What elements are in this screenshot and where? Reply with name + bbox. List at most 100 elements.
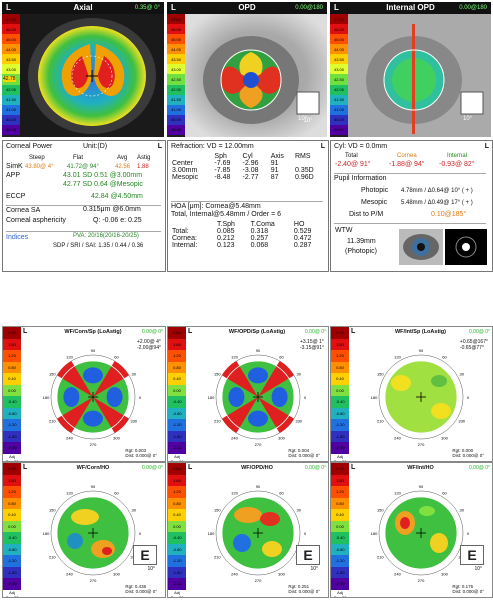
scale-step: 2.00: [168, 463, 186, 475]
scale-step: -1.60: [3, 430, 21, 443]
table-cell: -2.96: [242, 160, 259, 167]
wf-tick-label: 180: [371, 531, 378, 536]
opd-side: L: [171, 3, 176, 12]
wf-panel-0[interactable]: 2.00 1.60 1.20 0.80 0.40 0.00 -0.40 -0.80 -1.20-…: [2, 326, 166, 462]
scale-step: 0.40: [331, 373, 349, 385]
internal-opd-map-panel[interactable]: L Internal OPD 0.00@180 47.00 46.00 45.00 4…: [330, 2, 491, 137]
wf-tick-label: 120: [66, 490, 73, 495]
wf-disc-outline: [384, 496, 458, 570]
wf-tick-label: 60: [279, 354, 284, 359]
table-cell: Cornea:: [172, 235, 197, 242]
total-title: Total, Internal@5.48mm / Order = 6: [171, 211, 282, 218]
scale-step: 1.20: [3, 350, 21, 362]
scale-step: -0.80: [168, 543, 186, 556]
table-cell: Mesopic: [172, 174, 199, 181]
simk-label: SimK: [6, 163, 23, 170]
wf-tick-label: 210: [49, 419, 56, 424]
wf-lobe: [430, 533, 448, 553]
scale-step: 42.00: [330, 84, 348, 95]
scale-step: 41.00: [330, 104, 348, 115]
table-row: Center -7.69 -2.96 91: [170, 160, 325, 167]
table-cell: 0.318: [250, 228, 269, 235]
wf-lobe: [228, 387, 245, 407]
wf-rgt: Rgt: 0.004 Dist: 0.000@ 0°: [288, 448, 320, 458]
scale-step: 0.80: [168, 497, 186, 510]
scale-step: -1.20: [168, 419, 186, 431]
col-flat: Flat: [73, 155, 84, 161]
scale-step: -1.60: [168, 566, 186, 579]
table-header: Sph: [214, 153, 227, 160]
scale-step: 1.20: [331, 486, 349, 498]
table-header: RMS: [294, 153, 311, 160]
internal-corner: 0.00@180: [459, 5, 487, 11]
wf-lobe: [106, 387, 123, 407]
table-cell: 3.00mm: [172, 167, 198, 174]
wf-tick-label: 210: [377, 555, 384, 560]
table-row: Cornea: 0.212 0.257 0.472: [170, 235, 325, 242]
scale-step: 46.00: [330, 24, 348, 35]
wf-tick-label: 180: [208, 531, 215, 536]
cyl-panel: Cyl: VD = 0.0mm L Total Cornea Internal …: [330, 140, 493, 272]
axial-corner: 0.35@ 0°: [134, 5, 160, 11]
scale-step: 43.50: [330, 54, 348, 65]
scale-step: 47.00: [330, 14, 348, 25]
app-mesopic: 42.77 SD 0.64 @Mesopic: [63, 181, 143, 188]
scale-step: 1.20: [3, 486, 21, 498]
scale-step: 45.00: [167, 34, 185, 45]
opd-title-text: OPD: [238, 3, 256, 12]
col-steep: Steep: [29, 155, 45, 161]
table-header: [170, 221, 215, 228]
wf-panel-1[interactable]: 2.00 1.60 1.20 0.80 0.40 0.00 -0.40 -0.80 -1.20-…: [167, 326, 329, 462]
wf-tick-label: 30: [459, 508, 464, 513]
mesopic-value: 5.48mm / Δ0.49@ 17° ( + ): [401, 200, 473, 206]
scale-step: -1.20: [331, 419, 349, 431]
scale-step: 41.50: [2, 94, 20, 105]
wf-panel-5[interactable]: 2.00 1.60 1.20 0.80 0.40 0.00 -0.40 -0.80 -1.20-…: [330, 462, 493, 598]
scale-step: 43.00: [330, 64, 348, 75]
scale-step: -2.00: [168, 578, 186, 590]
scale-step: 39.00: [2, 124, 20, 135]
wf-lobe: [271, 387, 288, 407]
cyl-h-cornea: Cornea: [397, 153, 417, 159]
scale-step: 44.00: [330, 44, 348, 55]
wf-tick-label: 30: [296, 508, 301, 513]
scale-step: 41.50: [330, 94, 348, 105]
wf-tick-label: 180: [43, 531, 50, 536]
sdp-values: SDP / SRI / SAI: 1.35 / 0.44 / 0.36: [53, 243, 144, 249]
scale-step: 0.80: [331, 497, 349, 510]
wf-lobe: [258, 361, 294, 397]
scale-step: -1.20: [331, 555, 349, 567]
table-cell: 0.212: [217, 235, 235, 242]
wf-tick-label: 90: [256, 484, 261, 489]
wf-panel-4[interactable]: 2.00 1.60 1.20 0.80 0.40 0.00 -0.40 -0.80 -1.20-…: [167, 462, 329, 598]
opd-map: 10°: [185, 14, 327, 137]
wf-tick-label: 30: [131, 508, 136, 513]
col-astig: Astig: [137, 155, 151, 161]
opd-side-label: 10°: [298, 116, 308, 122]
corneal-power-panel: Corneal Power Unit:(D) L Steep Flat Avg …: [2, 140, 166, 272]
wf-panel-2[interactable]: 2.00 1.60 1.20 0.80 0.40 0.00 -0.40 -0.80 -1.20-…: [330, 326, 493, 462]
internal-opd-map: [348, 14, 491, 137]
wf-tick-label: 0: [304, 531, 307, 536]
scale-step: 2.00: [331, 463, 349, 475]
scale-step: 41.50: [167, 94, 185, 105]
scale-step: -2.00: [3, 442, 21, 454]
wf-ring: [378, 490, 464, 576]
scale-step: -0.40: [3, 396, 21, 408]
wf-tick-label: 240: [394, 436, 401, 441]
wf-title-text: WF/Corn/Sp (LoAstig): [64, 329, 122, 335]
wf-tick-label: 90: [91, 484, 96, 489]
scale-step: 40.00: [2, 114, 20, 125]
opd-map-panel[interactable]: L OPD 0.00@180 47.00 46.00 45.00 44.00 43.50…: [167, 2, 327, 137]
wf-color-scale: 2.00 1.60 1.20 0.80 0.40 0.00 -0.40 -0.80 -1.20-…: [331, 463, 349, 597]
scale-step: 42.00: [2, 84, 20, 95]
wf-tick-label: 330: [458, 419, 465, 424]
scale-step: -2.00: [331, 442, 349, 454]
wf-disc-outline: [221, 360, 295, 434]
axial-left-label: 42.78: [3, 76, 16, 82]
axial-map-panel[interactable]: L Axial 0.35@ 0° 47.00 46.00 45.00 44.00 43.…: [2, 2, 164, 137]
wf-color-scale: 2.00 1.60 1.20 0.80 0.40 0.00 -0.40 -0.80 -1.20-…: [3, 327, 21, 461]
wf-panel-3[interactable]: 2.00 1.60 1.20 0.80 0.40 0.00 -0.40 -0.80 -1.20-…: [2, 462, 166, 598]
wf-title-text: WF/Int/Sp (LoAstig): [394, 329, 446, 335]
